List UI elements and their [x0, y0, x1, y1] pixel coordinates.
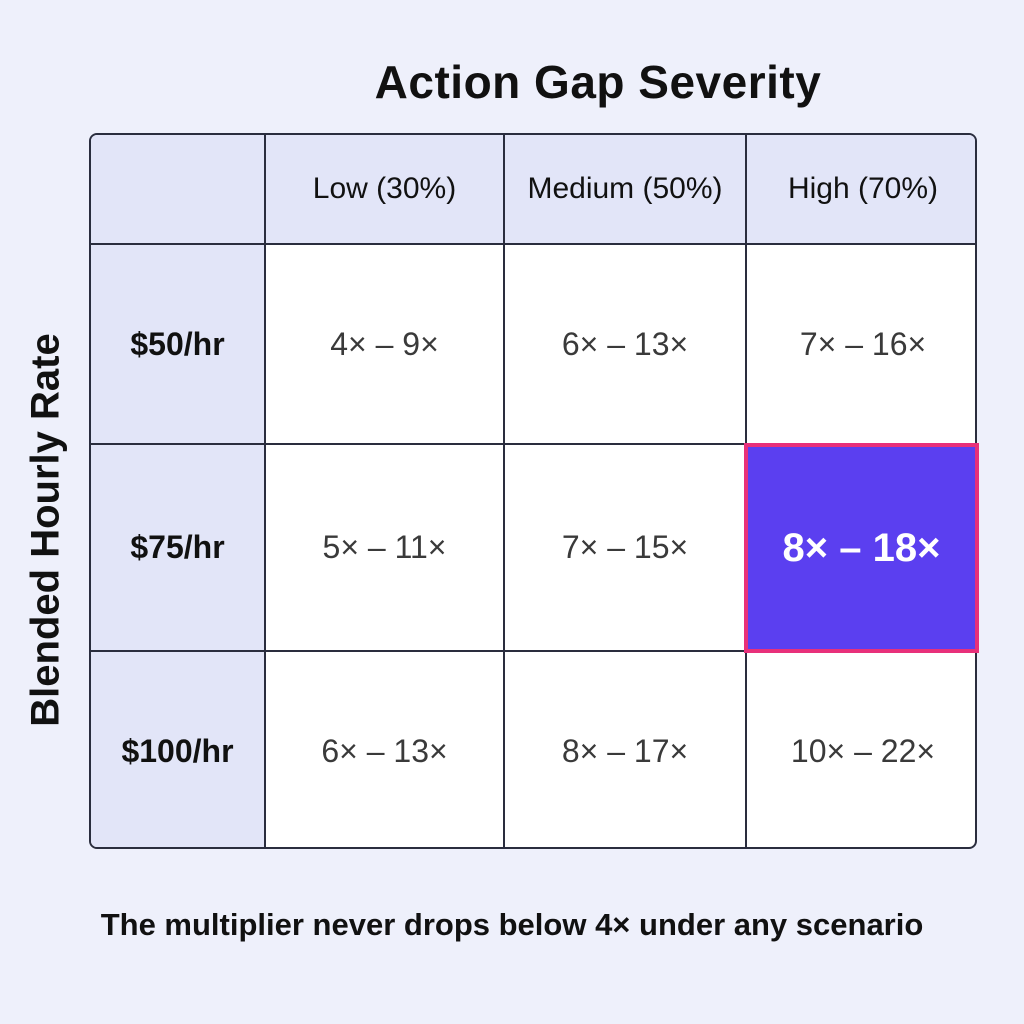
- column-header-medium: Medium (50%): [505, 135, 747, 245]
- highlighted-cell-75-high: 8× – 18×: [744, 443, 979, 653]
- row-header-100: $100/hr: [91, 652, 266, 847]
- cell-100-high: 10× – 22×: [790, 733, 936, 769]
- column-header-low: Low (30%): [266, 135, 505, 245]
- cell-50-low: 4× – 9×: [266, 245, 505, 445]
- cell-75-low: 5× – 11×: [266, 445, 505, 652]
- footnote-text: The multiplier never drops below 4× unde…: [100, 907, 924, 942]
- row-header-50: $50/hr: [91, 245, 266, 445]
- row-header-75: $75/hr: [91, 445, 266, 652]
- cell-75-medium: 7× – 15×: [505, 445, 747, 652]
- corner-cell: [91, 135, 266, 245]
- cell-50-medium: 6× – 13×: [505, 245, 747, 445]
- cell-100-low: 6× – 13×: [266, 652, 505, 847]
- column-header-high: High (70%): [747, 135, 975, 245]
- row-axis-title: Blended Hourly Rate: [23, 333, 68, 727]
- column-axis-title: Action Gap Severity: [374, 56, 822, 108]
- cell-100-medium: 8× – 17×: [505, 652, 747, 847]
- cell-50-high: 7× – 16×: [747, 245, 975, 445]
